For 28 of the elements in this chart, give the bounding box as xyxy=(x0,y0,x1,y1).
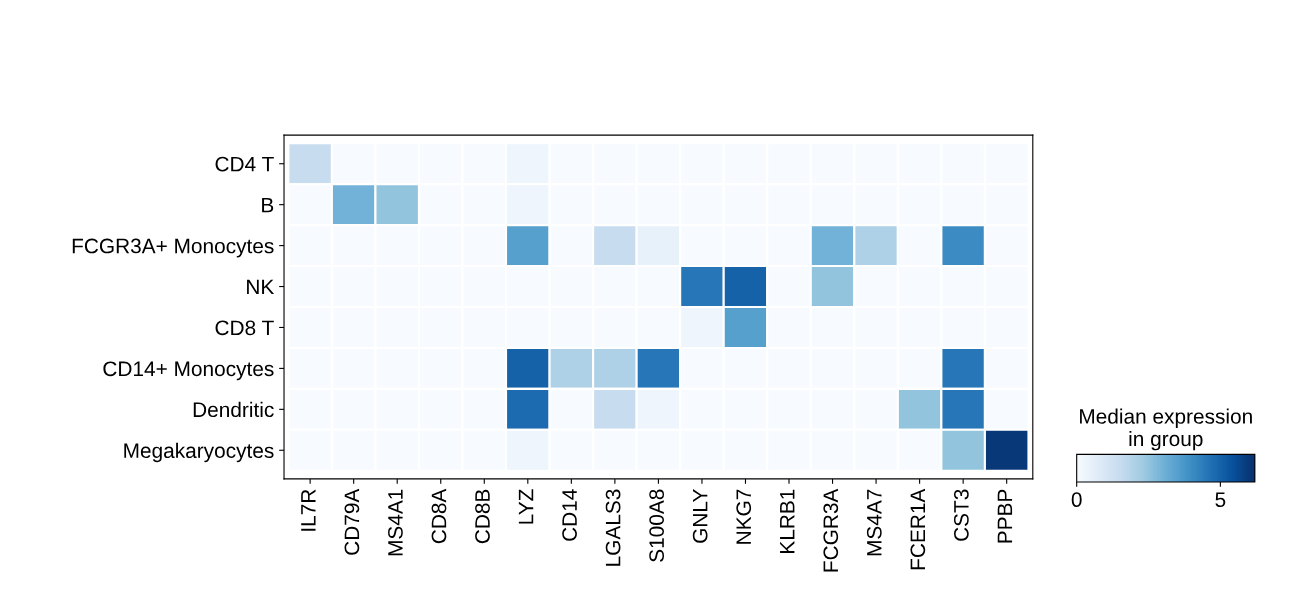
color-bar-label: 5 xyxy=(1215,492,1226,508)
x-tick-label: KLRB1 xyxy=(780,489,795,553)
y-tick-label: NK xyxy=(247,279,275,295)
x-tick-label: FCER1A xyxy=(910,488,926,570)
x-tick-label: CD8A xyxy=(431,488,447,544)
x-tick-label: CST3 xyxy=(953,489,969,541)
x-tick-label: S100A8 xyxy=(649,489,664,562)
x-tick-label: LYZ xyxy=(518,489,534,524)
x-tick-label: CD8B xyxy=(475,489,490,544)
x-tick-label: IL7R xyxy=(301,489,316,531)
y-tick-label: CD14+ Monocytes xyxy=(103,361,274,381)
x-tick-label: CD79A xyxy=(344,488,360,555)
x-tick-label: MS4A1 xyxy=(388,489,403,556)
y-tick-label: Megakaryocytes xyxy=(124,442,274,463)
y-tick-label: Dendritic xyxy=(193,401,274,418)
y-tick-label: B xyxy=(262,197,274,213)
x-tick-label: MS4A7 xyxy=(866,489,882,556)
y-tick-label: FCGR3A+ Monocytes xyxy=(72,238,274,258)
x-tick-label: CD14 xyxy=(562,489,577,541)
x-tick-label: GNLY xyxy=(692,489,708,543)
y-tick-label: CD8 T xyxy=(215,320,274,336)
color-bar-title: Median expression in group xyxy=(1080,408,1252,451)
color-bar-label: 0 xyxy=(1071,492,1082,508)
x-tick-label: PPBP xyxy=(997,489,1013,543)
x-tick-label: NKG7 xyxy=(736,489,752,544)
y-tick-label: CD4 T xyxy=(215,156,274,172)
x-tick-label: FCGR3A xyxy=(823,488,839,572)
x-tick-label: LGALS3 xyxy=(605,489,621,566)
